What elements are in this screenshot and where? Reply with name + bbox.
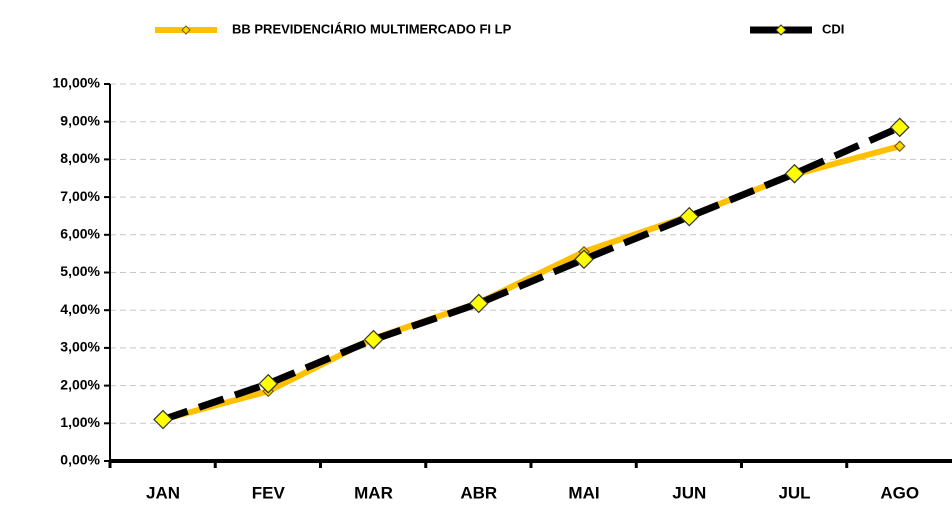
marker [468,293,489,314]
marker [574,249,594,270]
x-tick-label: AGO [880,483,919,502]
marker [363,329,384,350]
x-tick-label: JUL [778,483,810,502]
y-tick-label: 7,00% [60,188,100,204]
legend-marker [181,25,191,35]
y-tick-label: 9,00% [60,112,100,128]
x-tick-label: FEV [252,483,286,502]
marker [893,140,906,153]
y-tick-label: 2,00% [60,376,100,392]
marker [889,117,910,138]
x-tick-label: JAN [146,483,180,502]
x-tick-label: ABR [460,483,497,502]
y-tick-label: 1,00% [60,414,100,430]
y-tick-label: 3,00% [60,339,100,355]
series-line [161,124,902,423]
legend-marker [775,24,787,36]
y-tick-label: 4,00% [60,301,100,317]
y-tick-label: 0,00% [60,452,100,468]
legend-label: BB PREVIDENCIÁRIO MULTIMERCADO FI LP [232,21,512,36]
marker [784,163,805,184]
marker [258,373,279,394]
y-tick-label: 6,00% [60,226,100,242]
x-tick-label: MAR [354,483,393,502]
y-tick-label: 10,00% [53,75,101,91]
marker [679,206,700,227]
y-tick-label: 5,00% [60,263,100,279]
legend-label: CDI [822,21,844,36]
x-tick-label: JUN [672,483,706,502]
marker [153,409,173,430]
y-tick-label: 8,00% [60,150,100,166]
x-tick-label: MAI [568,483,599,502]
